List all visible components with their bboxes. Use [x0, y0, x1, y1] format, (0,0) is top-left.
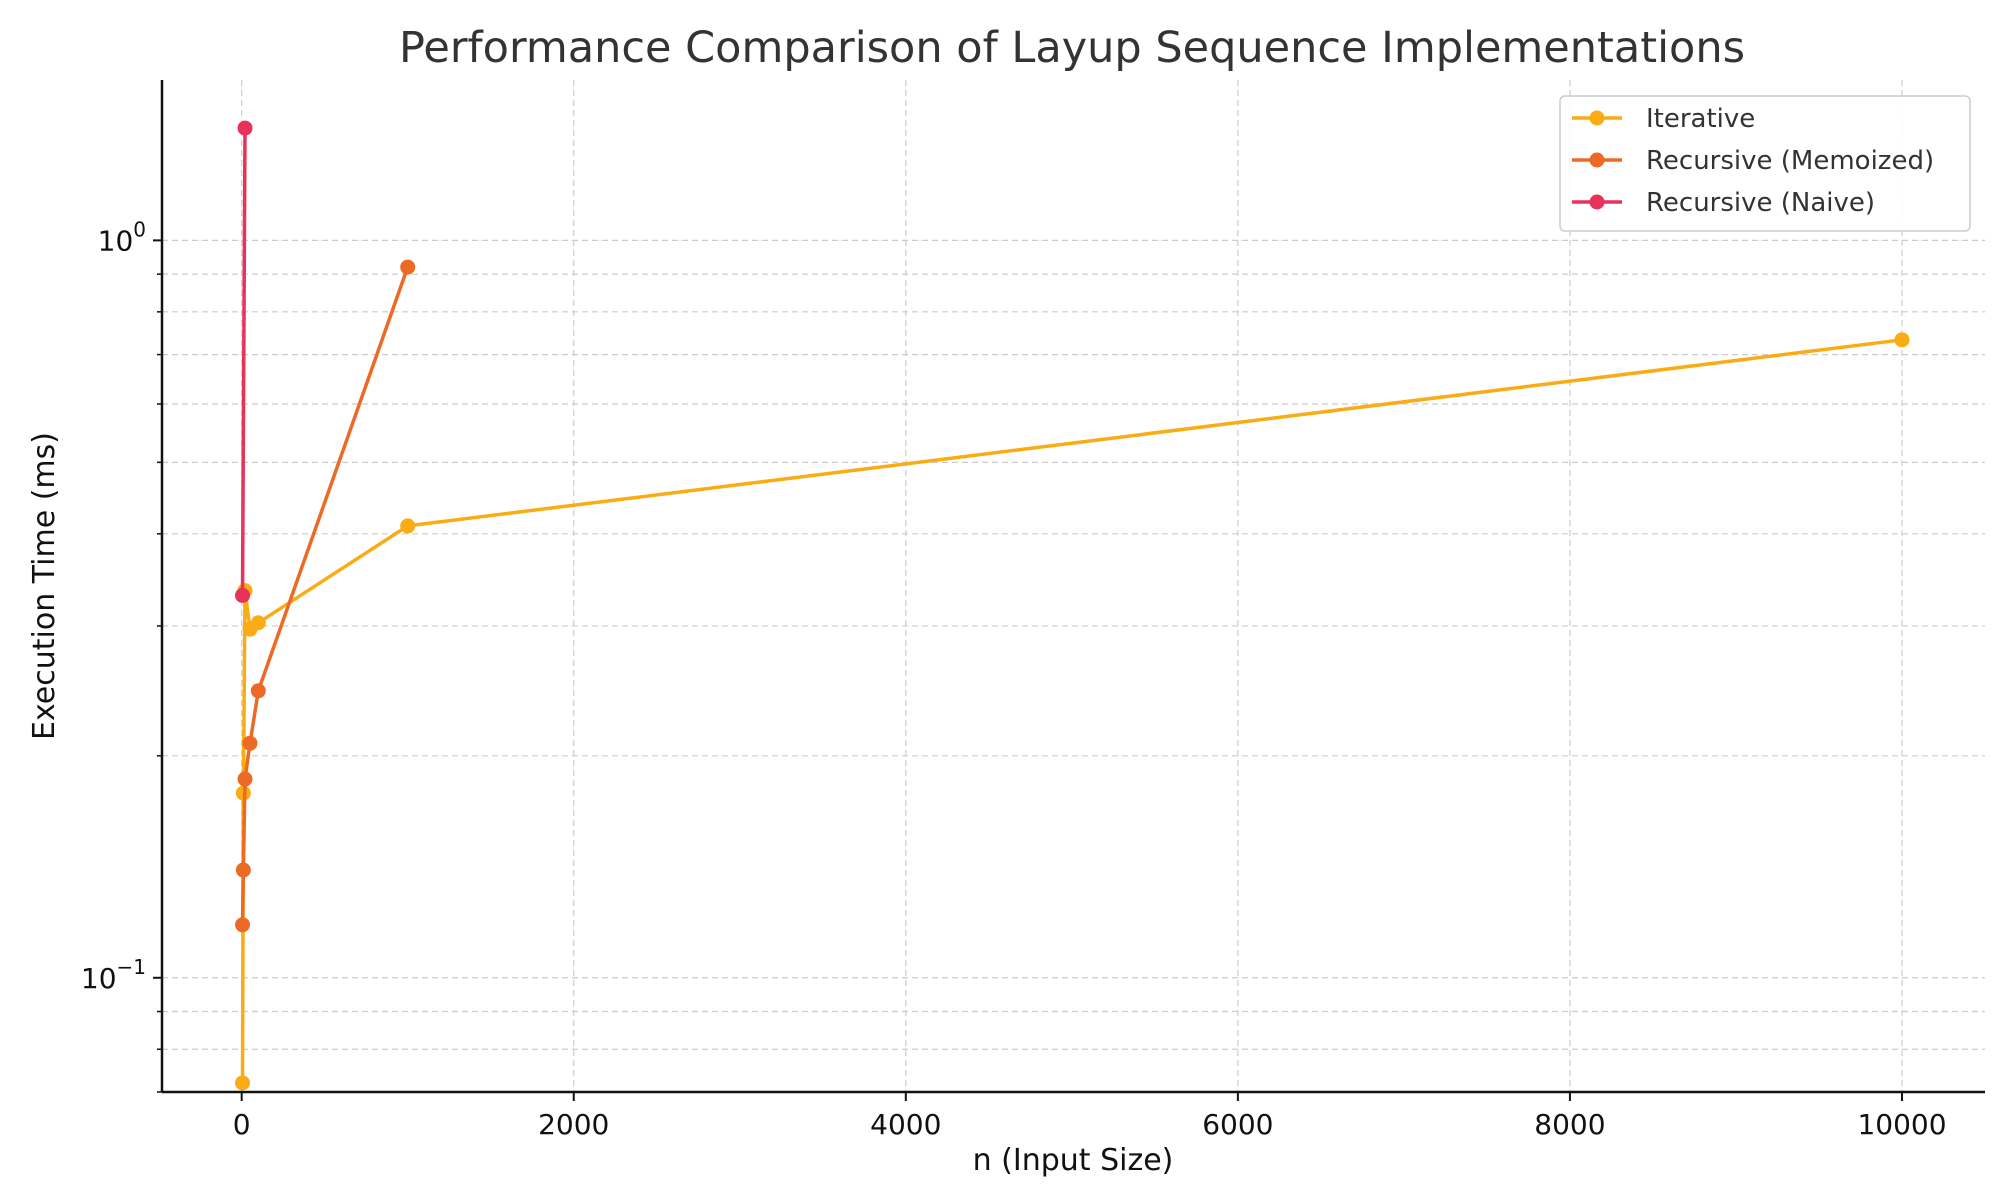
- series-line: [240, 266, 410, 925]
- data-point: [242, 735, 258, 751]
- data-point: [235, 1075, 251, 1091]
- legend-swatch-marker: [1589, 152, 1605, 168]
- y-tick-label: 10−1: [81, 955, 146, 995]
- data-point: [250, 615, 266, 631]
- grid: [162, 80, 1985, 1093]
- data-point: [235, 862, 251, 878]
- series-recursive-memoized: [235, 259, 416, 933]
- series-layer: [235, 120, 1910, 1091]
- y-tick-label: 100: [98, 217, 146, 257]
- y-ticks: 100 10−1: [81, 217, 162, 1093]
- data-point: [237, 771, 253, 787]
- x-tick-label: 2000: [538, 1108, 609, 1141]
- data-point: [250, 683, 266, 699]
- x-axis-label: n (Input Size): [973, 1143, 1174, 1178]
- data-point: [400, 259, 416, 275]
- data-point: [235, 917, 251, 933]
- legend-swatch-marker: [1589, 110, 1605, 126]
- legend-label: Recursive (Naive): [1646, 188, 1875, 218]
- legend-label: Iterative: [1646, 104, 1755, 134]
- x-ticks: 0 2000 4000 6000 8000 10000: [233, 1092, 1947, 1141]
- x-tick-label: 8000: [1534, 1108, 1605, 1141]
- x-tick-label: 0: [233, 1108, 251, 1141]
- data-point: [237, 120, 253, 136]
- legend-item: Recursive (Naive): [1572, 188, 1875, 218]
- data-point: [400, 518, 416, 534]
- chart-title: Performance Comparison of Layup Sequence…: [399, 23, 1745, 73]
- legend-label: Recursive (Memoized): [1646, 146, 1934, 176]
- data-point: [235, 587, 251, 603]
- x-tick-label: 4000: [870, 1108, 941, 1141]
- legend-item: Recursive (Memoized): [1572, 146, 1934, 176]
- axes: [160, 80, 1985, 1094]
- x-tick-label: 10000: [1857, 1108, 1946, 1141]
- legend-item: Iterative: [1572, 104, 1755, 134]
- legend: Iterative Recursive (Memoized) Recursive (…: [1559, 95, 1971, 232]
- x-tick-label: 6000: [1202, 1108, 1273, 1141]
- legend-items: Iterative Recursive (Memoized) Recursive (…: [1572, 104, 1934, 218]
- data-point: [1894, 332, 1910, 348]
- y-axis-label: Execution Time (ms): [27, 432, 62, 740]
- legend-frame: [1559, 95, 1971, 232]
- series-recursive-naive: [235, 120, 253, 603]
- series-line: [240, 128, 247, 596]
- legend-swatch-marker: [1589, 194, 1605, 210]
